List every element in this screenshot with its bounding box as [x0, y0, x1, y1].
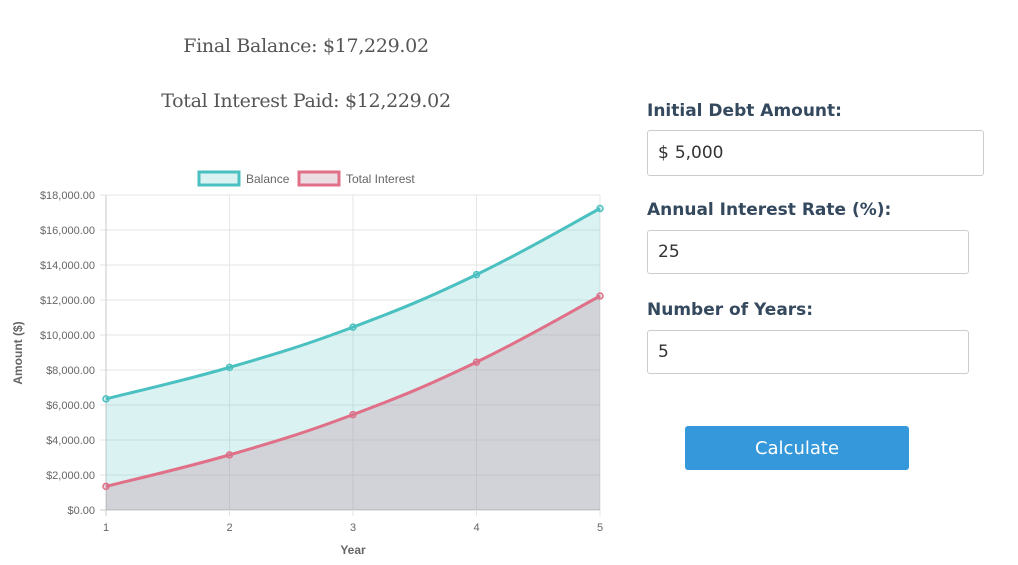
- y-axis-title: Amount ($): [11, 321, 25, 384]
- years-label: Number of Years:: [647, 300, 814, 320]
- x-tick-label: 1: [103, 522, 109, 534]
- balance-point[interactable]: [102, 395, 110, 403]
- interest-point[interactable]: [225, 451, 234, 459]
- debt-chart: $0.00 $2,000.00 $4,000.00 $6,000.00 $8,000.0…: [11, 170, 604, 557]
- y-tick-label: $18,000.00: [40, 190, 95, 202]
- interest-line: [105, 294, 601, 488]
- balance-legend-label[interactable]: Balance: [246, 172, 290, 186]
- x-tick-label: 2: [226, 522, 232, 534]
- interest-legend-swatch[interactable]: [297, 170, 341, 187]
- interest-area: [106, 295, 600, 510]
- balance-legend-swatch[interactable]: [197, 170, 241, 187]
- years-input[interactable]: [647, 330, 969, 374]
- debt-amount-input[interactable]: [674, 143, 955, 163]
- interest-point[interactable]: [596, 292, 604, 300]
- currency-prefix: $: [658, 143, 669, 163]
- interest-legend-label[interactable]: Total Interest: [346, 172, 415, 186]
- y-tick-label: $4,000.00: [46, 435, 95, 447]
- final-balance-text: Final Balance: $17,229.02: [183, 35, 429, 57]
- y-tick-label: $12,000.00: [40, 295, 95, 307]
- interest-point[interactable]: [349, 410, 357, 419]
- interest-point[interactable]: [472, 358, 481, 366]
- balance-line: [105, 207, 601, 401]
- balance-point[interactable]: [472, 270, 481, 279]
- y-tick-label: $0.00: [67, 505, 95, 517]
- y-tick-label: $16,000.00: [40, 225, 95, 237]
- balance-area: [106, 208, 600, 510]
- y-tick-label: $6,000.00: [46, 400, 95, 412]
- total-interest-text: Total Interest Paid: $12,229.02: [161, 90, 451, 112]
- x-tick-label: 5: [597, 522, 603, 534]
- y-tick-label: $2,000.00: [46, 470, 95, 482]
- y-tick-label: $14,000.00: [40, 260, 95, 272]
- x-tick-label: 3: [350, 522, 356, 534]
- interest-rate-input[interactable]: [647, 230, 969, 274]
- interest-rate-label: Annual Interest Rate (%):: [647, 200, 892, 220]
- balance-point[interactable]: [349, 323, 357, 331]
- calculate-button[interactable]: Calculate: [685, 426, 909, 470]
- y-tick-label: $10,000.00: [40, 330, 95, 342]
- y-tick-label: $8,000.00: [46, 365, 95, 377]
- balance-point[interactable]: [596, 204, 604, 213]
- debt-amount-label: Initial Debt Amount:: [647, 101, 842, 121]
- balance-point[interactable]: [225, 363, 234, 372]
- x-tick-label: 4: [473, 522, 479, 534]
- interest-point[interactable]: [102, 482, 110, 491]
- x-axis-title: Year: [340, 543, 366, 557]
- debt-amount-field[interactable]: $: [647, 130, 984, 176]
